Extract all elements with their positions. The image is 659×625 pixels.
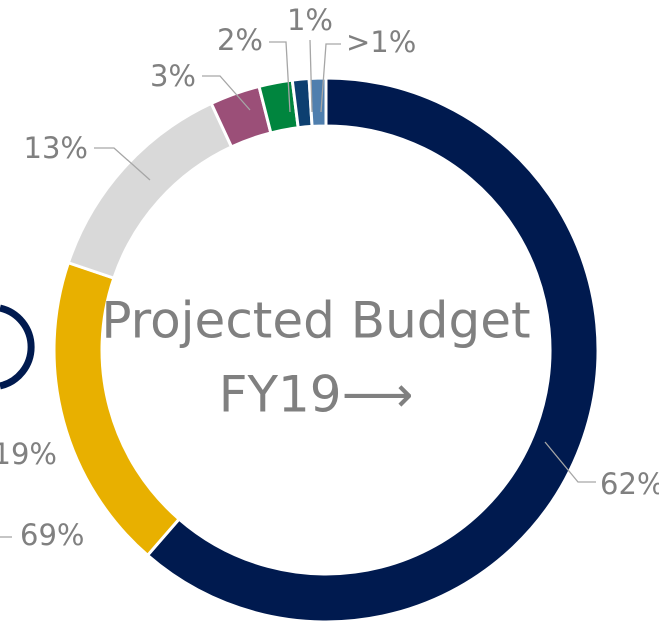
- leader-line: [320, 43, 341, 113]
- donut: [52, 76, 600, 624]
- leader-line: [202, 75, 251, 111]
- data-label: 1%: [287, 3, 333, 37]
- donut-segment: [307, 76, 328, 129]
- data-label: 13%: [24, 131, 88, 165]
- leader-line: [94, 147, 151, 181]
- neighbor-chart-fragment: [0, 304, 35, 390]
- data-label: 2%: [217, 23, 263, 57]
- neighbor-label: 69%: [20, 518, 84, 552]
- donut-segment: [145, 76, 600, 624]
- data-label: >1%: [346, 25, 416, 59]
- data-label: 3%: [150, 59, 196, 93]
- data-label: 62%: [600, 467, 659, 501]
- leader-line: [309, 39, 313, 113]
- leader-line: [544, 441, 596, 483]
- data-label: 19%: [0, 437, 57, 471]
- center-subtitle: FY19⟶: [219, 366, 414, 424]
- donut-segment: [66, 101, 234, 281]
- center-title: Projected Budget: [101, 292, 530, 350]
- leader-line: [269, 41, 291, 113]
